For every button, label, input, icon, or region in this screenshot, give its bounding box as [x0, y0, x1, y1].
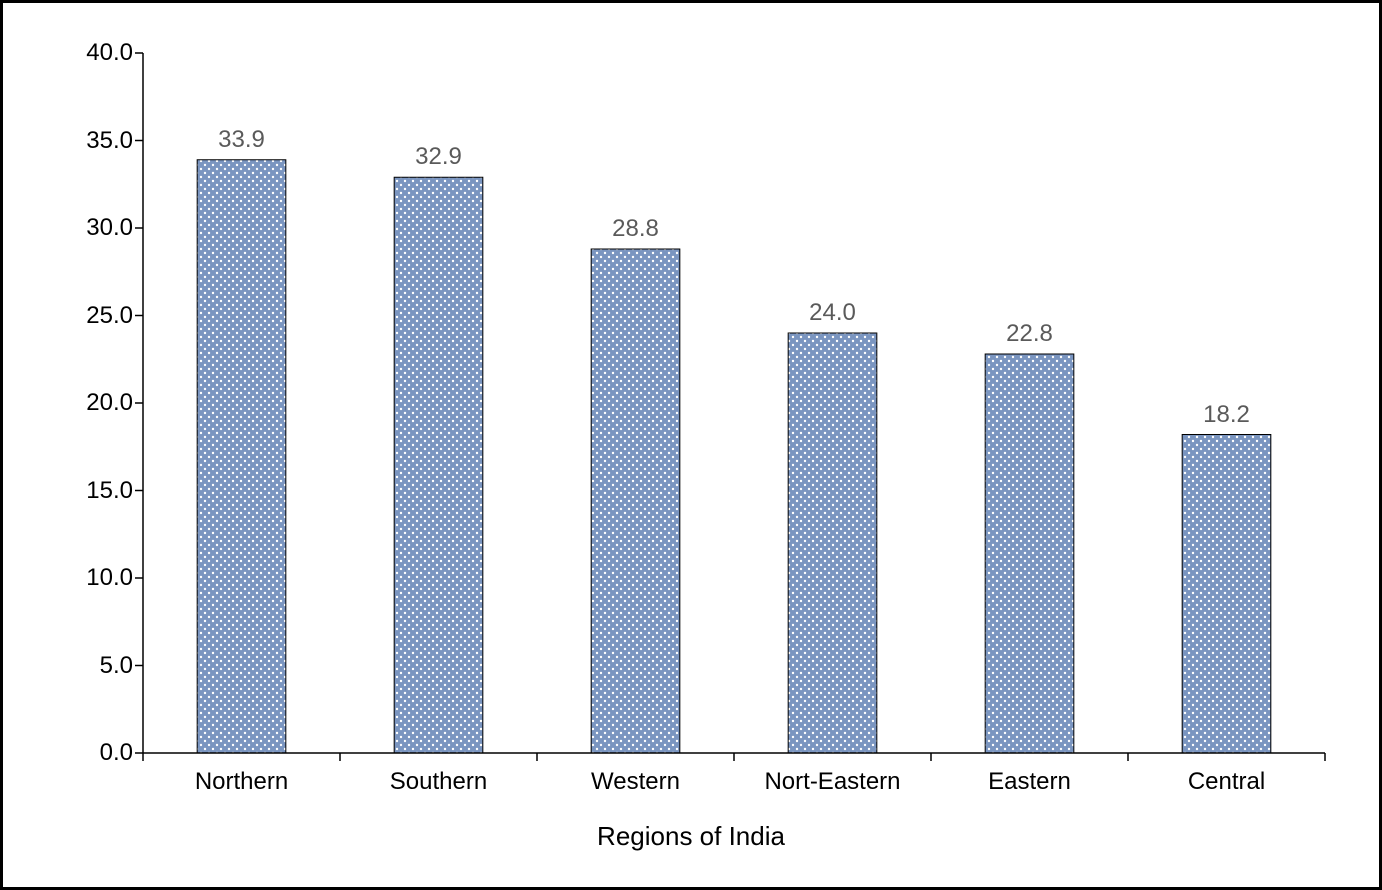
y-tick-label: 10.0	[86, 564, 133, 592]
bar	[788, 333, 877, 753]
data-label: 18.2	[1203, 401, 1250, 429]
y-tick-label: 35.0	[86, 127, 133, 155]
bar	[394, 177, 483, 753]
chart-frame: Prevelance of hypertension in % Regions …	[0, 0, 1382, 890]
x-tick-label: Eastern	[988, 768, 1071, 796]
x-tick-label: Nort-Eastern	[764, 768, 900, 796]
y-tick-label: 15.0	[86, 477, 133, 505]
bar	[985, 354, 1074, 753]
chart-svg	[3, 3, 1379, 887]
data-label: 33.9	[218, 126, 265, 154]
x-tick-label: Northern	[195, 768, 288, 796]
bar	[1182, 435, 1271, 754]
x-tick-label: Southern	[390, 768, 487, 796]
y-tick-label: 0.0	[100, 739, 133, 767]
x-tick-label: Central	[1188, 768, 1265, 796]
data-label: 32.9	[415, 143, 462, 171]
bar	[591, 249, 680, 753]
bar	[197, 160, 286, 753]
y-tick-label: 30.0	[86, 214, 133, 242]
data-label: 28.8	[612, 215, 659, 243]
y-tick-label: 25.0	[86, 302, 133, 330]
y-tick-label: 5.0	[100, 652, 133, 680]
x-tick-label: Western	[591, 768, 680, 796]
data-label: 22.8	[1006, 320, 1053, 348]
y-tick-label: 40.0	[86, 39, 133, 67]
data-label: 24.0	[809, 299, 856, 327]
y-tick-label: 20.0	[86, 389, 133, 417]
